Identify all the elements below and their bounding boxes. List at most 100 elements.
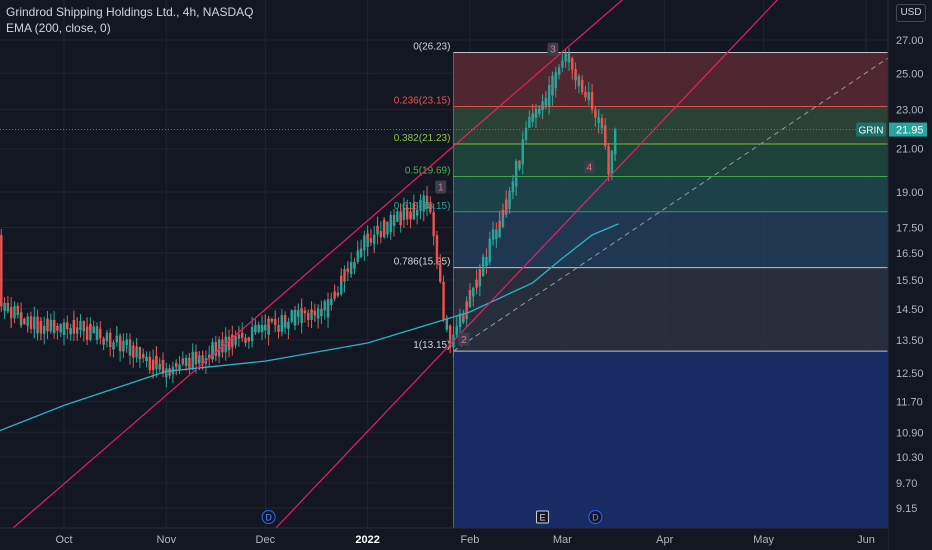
candle-body xyxy=(452,334,455,340)
candle-body xyxy=(0,300,3,307)
candle-body xyxy=(402,207,406,220)
candle-body xyxy=(231,334,234,345)
currency-button[interactable]: USD xyxy=(896,4,926,22)
fib-zone xyxy=(453,176,888,212)
candle-body xyxy=(353,262,356,269)
candle-body xyxy=(326,299,330,307)
candle-body xyxy=(439,277,442,282)
candle-body xyxy=(122,340,125,352)
dividend-event-icon[interactable]: D xyxy=(261,510,276,524)
candle-body xyxy=(56,326,59,331)
candle-body xyxy=(571,68,574,70)
candle-body xyxy=(267,318,270,322)
candle-body xyxy=(488,238,491,256)
candle-body xyxy=(300,308,303,313)
candle-body xyxy=(9,317,13,319)
candle-body xyxy=(356,250,359,253)
candle-body xyxy=(495,236,498,239)
candle-body xyxy=(214,354,218,356)
candle-body xyxy=(224,336,227,341)
candle-body xyxy=(132,348,135,358)
candle-body xyxy=(264,324,267,331)
channel-midline-dashed xyxy=(453,57,889,352)
candle-body xyxy=(587,92,590,100)
trend-channel xyxy=(0,0,889,550)
candle-body xyxy=(168,374,171,376)
candle-body xyxy=(409,214,412,220)
candle-body xyxy=(138,358,142,360)
candle-body xyxy=(52,320,56,327)
wave-label-box xyxy=(583,160,595,174)
candle-body xyxy=(557,67,561,70)
candle-body xyxy=(39,320,43,334)
time-axis-background xyxy=(0,528,888,550)
candle-body xyxy=(528,119,531,128)
candle-body xyxy=(69,327,72,331)
candle-body xyxy=(547,103,551,106)
candle-body xyxy=(468,290,472,295)
candle-body xyxy=(241,332,244,338)
candle-body xyxy=(300,308,303,324)
candle-body xyxy=(396,211,399,214)
candle-body xyxy=(237,334,241,336)
candle-body xyxy=(42,325,46,327)
candle-body xyxy=(508,190,511,204)
candle-body xyxy=(551,75,554,96)
ticker-symbol-text: GRIN xyxy=(859,126,884,137)
candle-body xyxy=(491,229,495,233)
candle-body xyxy=(386,221,389,226)
wave-label-box xyxy=(547,42,559,56)
wave-label-2: 2 xyxy=(458,332,470,346)
candle-body xyxy=(204,358,208,360)
candle-body xyxy=(155,355,158,364)
candle-body xyxy=(257,328,260,332)
candle-body xyxy=(544,97,548,106)
candle-body xyxy=(604,125,607,140)
fib-zone xyxy=(453,143,888,177)
price-tick-label: 9.15 xyxy=(896,503,917,515)
candle-body xyxy=(66,322,69,330)
candle-body xyxy=(561,60,564,62)
dividend-event-icon[interactable]: D xyxy=(588,510,603,524)
candle-body xyxy=(613,132,617,155)
candle-body xyxy=(158,364,161,370)
candle-body xyxy=(363,235,366,241)
candle-body xyxy=(458,313,462,319)
candle-body xyxy=(109,344,112,348)
indicator-title: EMA (200, close, 0) xyxy=(6,21,111,35)
candles xyxy=(0,47,617,388)
candle-body xyxy=(135,346,138,348)
candle-body xyxy=(422,195,425,212)
candle-body xyxy=(62,322,66,336)
candle-body xyxy=(102,342,105,345)
price-tick-label: 13.50 xyxy=(896,335,924,347)
candle-body xyxy=(6,307,10,312)
wave-label-1: 1 xyxy=(435,180,447,194)
fib-level-label: 0.618(18.15) xyxy=(394,201,451,212)
candle-body xyxy=(481,256,485,260)
candle-body xyxy=(142,354,145,358)
time-tick-label: Oct xyxy=(55,534,72,546)
chart-header: Grindrod Shipping Holdings Ltd., 4h, NAS… xyxy=(6,4,253,36)
candle-body xyxy=(607,153,610,175)
price-tick-label: 10.30 xyxy=(896,452,924,464)
candle-body xyxy=(531,113,534,122)
candle-body xyxy=(442,281,445,287)
candle-body xyxy=(320,310,323,317)
candle-body xyxy=(465,301,468,308)
price-tick-label: 21.00 xyxy=(896,144,924,156)
fib-retracement: 0(26.23) 0.236(23.15) 0.382(21.23) 0.5(19.6… xyxy=(394,42,888,528)
candle-body xyxy=(237,334,241,339)
candle-body xyxy=(191,351,194,357)
earnings-event-icon[interactable]: E xyxy=(536,510,550,524)
candle-body xyxy=(439,263,442,278)
last-price-tag: 21.95 xyxy=(889,122,927,137)
candle-body xyxy=(274,319,277,326)
price-axis-background xyxy=(888,0,932,550)
fib-zone xyxy=(453,267,888,352)
candle-body xyxy=(406,209,409,220)
candle-body xyxy=(554,72,557,88)
candle-body xyxy=(72,320,76,334)
fib-zone xyxy=(453,211,888,268)
